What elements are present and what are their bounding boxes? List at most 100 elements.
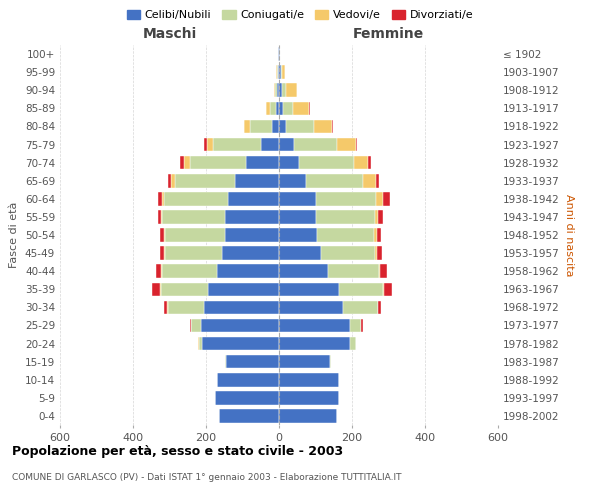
Text: Popolazione per età, sesso e stato civile - 2003: Popolazione per età, sesso e stato civil… — [12, 444, 343, 458]
Bar — [162, 192, 164, 205]
Bar — [162, 264, 217, 278]
Bar — [350, 318, 361, 332]
Bar — [279, 355, 330, 368]
Bar — [279, 174, 307, 188]
Bar — [172, 174, 175, 188]
Bar — [279, 48, 280, 61]
Bar — [317, 228, 374, 242]
Bar — [279, 318, 350, 332]
Bar — [383, 282, 384, 296]
Bar — [277, 66, 278, 79]
Bar — [380, 264, 387, 278]
Bar — [167, 174, 172, 188]
Bar — [375, 246, 377, 260]
Bar — [250, 120, 272, 133]
Bar — [293, 102, 309, 115]
Bar — [279, 246, 321, 260]
Bar — [199, 337, 202, 350]
Bar — [161, 210, 162, 224]
Bar — [377, 300, 378, 314]
Bar — [191, 318, 200, 332]
Bar — [228, 192, 279, 205]
Bar — [361, 318, 362, 332]
Bar — [165, 246, 223, 260]
Bar — [379, 264, 380, 278]
Bar — [160, 228, 164, 242]
Bar — [160, 282, 161, 296]
Bar — [184, 156, 190, 170]
Bar — [200, 318, 279, 332]
Bar — [330, 355, 331, 368]
Bar — [378, 300, 381, 314]
Bar — [377, 228, 381, 242]
Y-axis label: Fasce di età: Fasce di età — [10, 202, 19, 268]
Bar — [279, 337, 350, 350]
Bar — [314, 120, 332, 133]
Bar — [356, 138, 358, 151]
Bar — [378, 210, 383, 224]
Bar — [337, 138, 356, 151]
Bar — [383, 192, 391, 205]
Bar — [217, 373, 279, 386]
Bar — [181, 156, 184, 170]
Bar — [279, 282, 339, 296]
Bar — [202, 337, 279, 350]
Bar — [279, 84, 282, 97]
Bar — [275, 84, 277, 97]
Bar — [282, 84, 286, 97]
Bar — [277, 102, 279, 115]
Bar — [160, 246, 164, 260]
Bar — [165, 228, 225, 242]
Text: Femmine: Femmine — [353, 28, 424, 42]
Bar — [164, 192, 228, 205]
Bar — [279, 66, 281, 79]
Bar — [215, 391, 279, 404]
Bar — [354, 156, 368, 170]
Bar — [286, 84, 296, 97]
Text: Maschi: Maschi — [142, 28, 197, 42]
Bar — [374, 210, 378, 224]
Bar — [223, 246, 279, 260]
Bar — [207, 138, 214, 151]
Bar — [270, 102, 277, 115]
Bar — [161, 282, 208, 296]
Bar — [214, 138, 261, 151]
Bar — [316, 210, 374, 224]
Bar — [279, 264, 328, 278]
Bar — [204, 300, 279, 314]
Bar — [316, 192, 376, 205]
Bar — [158, 192, 162, 205]
Bar — [350, 337, 356, 350]
Bar — [152, 282, 160, 296]
Bar — [363, 174, 376, 188]
Bar — [307, 174, 363, 188]
Bar — [293, 138, 337, 151]
Bar — [162, 210, 225, 224]
Text: COMUNE DI GARLASCO (PV) - Dati ISTAT 1° gennaio 2003 - Elaborazione TUTTITALIA.I: COMUNE DI GARLASCO (PV) - Dati ISTAT 1° … — [12, 474, 401, 482]
Bar — [279, 210, 316, 224]
Bar — [279, 409, 337, 422]
Y-axis label: Anni di nascita: Anni di nascita — [563, 194, 574, 276]
Bar — [278, 48, 279, 61]
Legend: Celibi/Nubili, Coniugati/e, Vedovi/e, Divorziati/e: Celibi/Nubili, Coniugati/e, Vedovi/e, Di… — [122, 6, 478, 25]
Bar — [246, 156, 279, 170]
Bar — [266, 102, 270, 115]
Bar — [279, 228, 317, 242]
Bar — [164, 246, 165, 260]
Bar — [279, 138, 293, 151]
Bar — [190, 156, 246, 170]
Bar — [204, 138, 207, 151]
Bar — [219, 409, 279, 422]
Bar — [299, 156, 354, 170]
Bar — [281, 66, 282, 79]
Bar — [328, 264, 379, 278]
Bar — [279, 300, 343, 314]
Bar — [374, 228, 377, 242]
Bar — [164, 300, 167, 314]
Bar — [225, 210, 279, 224]
Bar — [208, 282, 279, 296]
Bar — [277, 84, 279, 97]
Bar — [235, 174, 279, 188]
Bar — [217, 264, 279, 278]
Bar — [278, 66, 279, 79]
